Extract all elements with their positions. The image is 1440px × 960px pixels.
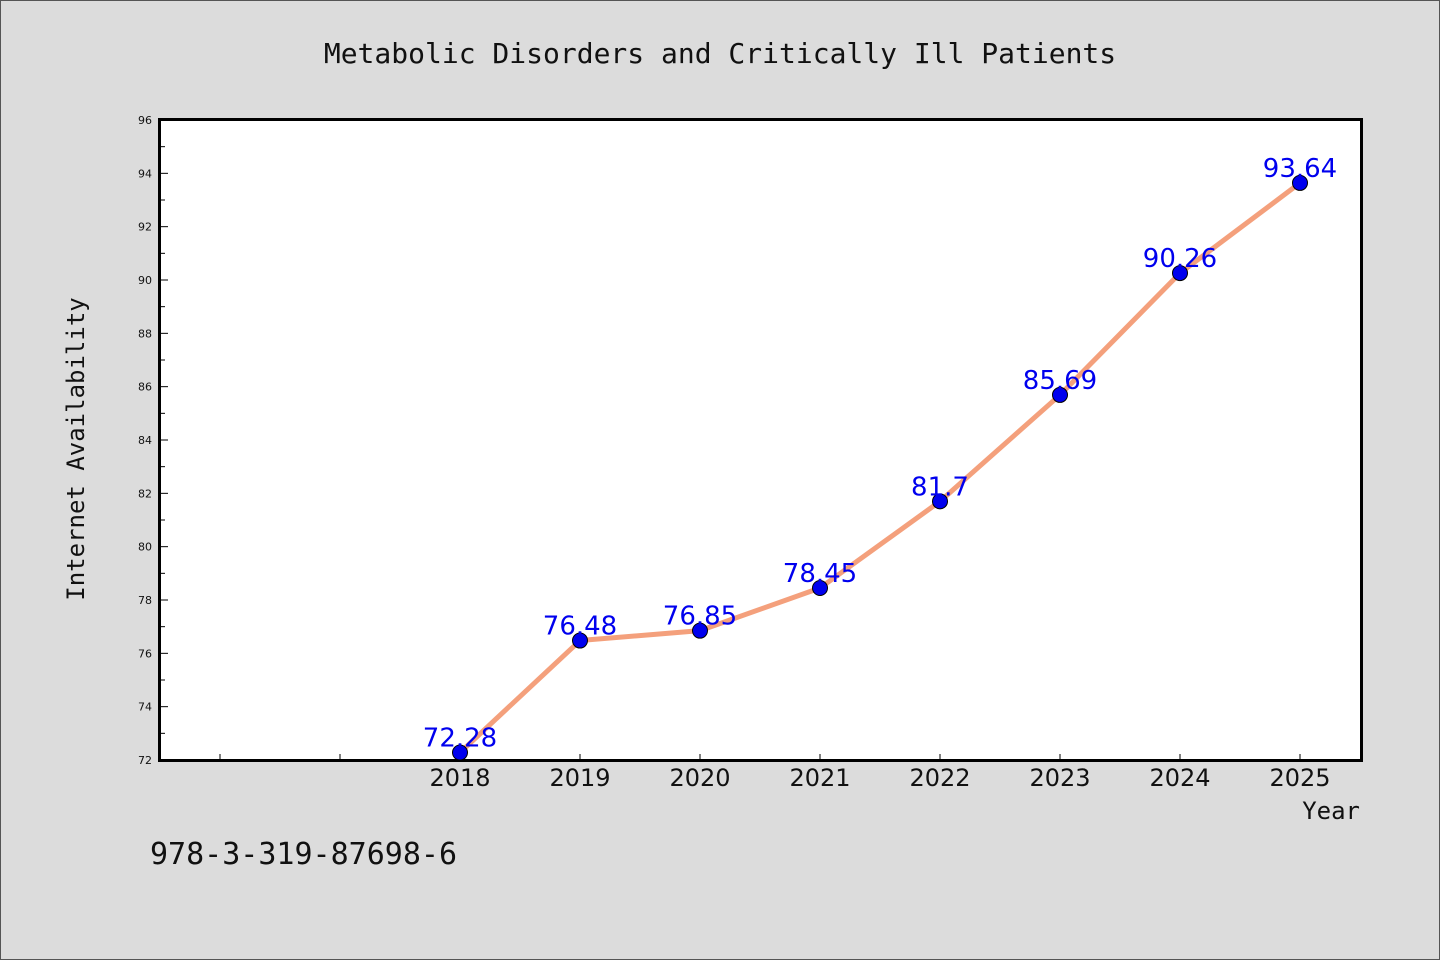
y-tick-label: 72 [138, 754, 152, 767]
data-point [1052, 386, 1068, 403]
y-tick-label: 96 [138, 114, 152, 127]
data-label: 93.64 [1263, 154, 1337, 184]
x-axis-label: Year [1302, 797, 1360, 825]
y-tick-label: 82 [138, 487, 152, 500]
x-tick-label: 2018 [429, 764, 490, 792]
y-tick-label: 84 [138, 434, 152, 447]
x-tick-label: 2024 [1149, 764, 1210, 792]
x-tick-label: 2025 [1269, 764, 1330, 792]
y-tick-label: 88 [138, 327, 152, 340]
series-line-path [457, 180, 1303, 756]
y-axis: 72 74 76 78 80 82 84 86 88 90 92 94 96 [138, 114, 168, 767]
x-tick-label: 2022 [909, 764, 970, 792]
data-point [452, 744, 468, 761]
y-axis-label: Internet Availability [62, 297, 90, 600]
series-line: 72.28 76.48 76.85 78.45 81.7 85.69 90.26 93.64 [423, 154, 1337, 761]
y-tick-label: 78 [138, 594, 152, 607]
data-point [932, 493, 948, 510]
x-axis: 2018 2019 2020 2021 2022 2023 2024 2025 [219, 754, 1331, 792]
data-point [1172, 265, 1188, 282]
data-point [1292, 174, 1308, 191]
x-tick-label: 2019 [549, 764, 610, 792]
y-tick-label: 92 [138, 221, 152, 234]
data-label: 76.85 [663, 602, 737, 632]
data-point [812, 580, 828, 596]
data-label: 78.45 [783, 559, 857, 589]
data-label: 72.28 [423, 724, 497, 754]
chart-title: Metabolic Disorders and Critically Ill P… [324, 37, 1116, 70]
y-tick-label: 80 [138, 541, 152, 554]
x-tick-label: 2023 [1029, 764, 1090, 792]
data-label: 81.7 [911, 472, 969, 502]
y-tick-label: 86 [138, 381, 152, 394]
data-label: 76.48 [543, 612, 617, 642]
data-label: 90.26 [1143, 244, 1217, 274]
y-tick-label: 94 [138, 167, 152, 180]
y-tick-label: 74 [138, 701, 152, 714]
x-tick-label: 2021 [789, 764, 850, 792]
data-label: 85.69 [1023, 366, 1097, 396]
data-point [572, 632, 588, 649]
footnote-isbn: 978-3-319-87698-6 [150, 837, 457, 872]
y-tick-label: 76 [138, 647, 152, 660]
data-point [692, 622, 708, 639]
plot-area [158, 118, 1363, 762]
y-tick-label: 90 [138, 274, 152, 287]
x-tick-label: 2020 [669, 764, 730, 792]
